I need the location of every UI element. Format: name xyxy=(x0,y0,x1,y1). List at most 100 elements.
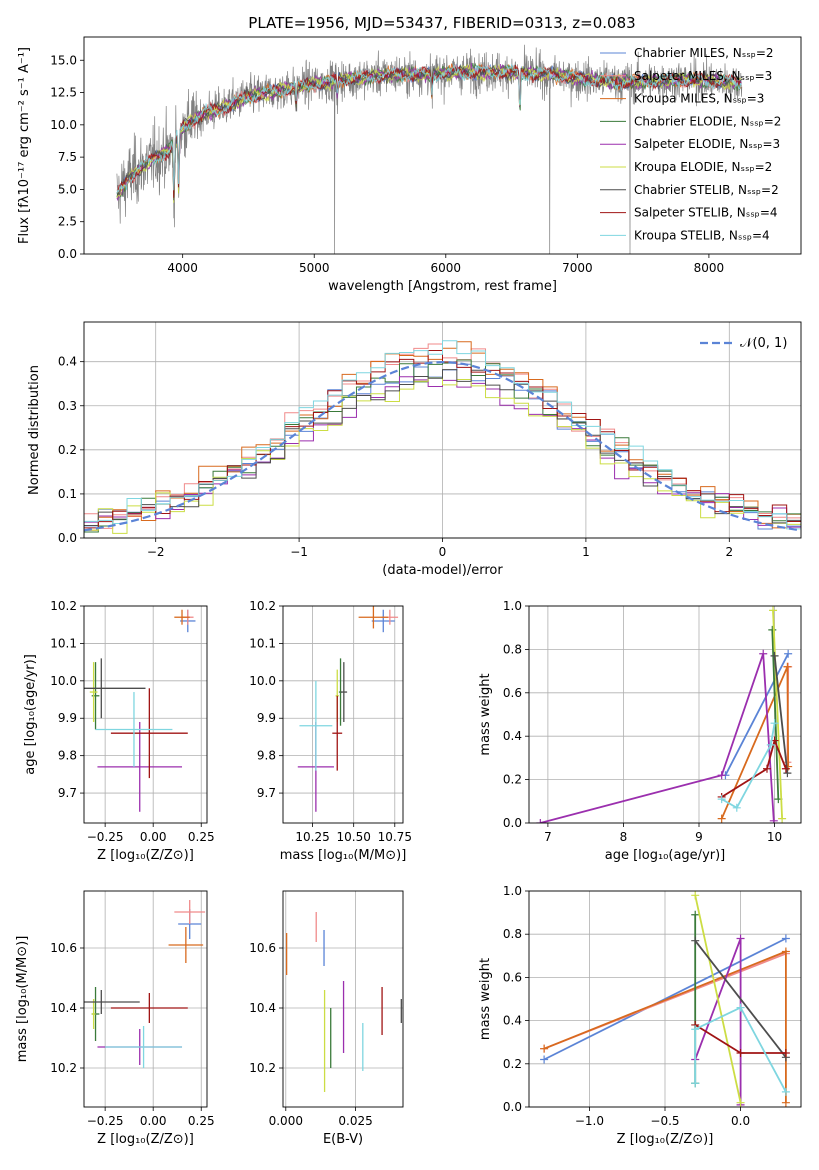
age-weight-series-kroupa_elodie xyxy=(772,610,783,819)
residuals-xtick-label: 1 xyxy=(582,545,590,559)
residuals-xlabel: (data-model)/error xyxy=(382,563,503,578)
age-weight-marker-kroupa_stelib xyxy=(770,719,779,728)
Z-age-ylabel: age [log₁₀(age/yr)] xyxy=(23,654,38,775)
spectrum-ytick-label: 2.5 xyxy=(58,215,77,229)
spectrum-xtick-label: 5000 xyxy=(299,261,330,275)
EBV-mass-plot-area xyxy=(285,912,402,1092)
age-weight-ylabel: mass weight xyxy=(478,673,493,755)
mass-age-xtick-label: 10.25 xyxy=(295,830,329,844)
age-weight-series-chabrier_miles xyxy=(724,653,789,776)
Z-mass-xlabel: Z [log₁₀(Z/Z⊙)] xyxy=(97,1132,194,1147)
figure-title: PLATE=1956, MJD=53437, FIBERID=0313, z=0… xyxy=(248,14,635,32)
age-weight-marker-kroupa_stelib xyxy=(766,740,775,749)
age-weight-series-chabrier_stelib xyxy=(773,655,789,774)
age-weight-marker-kroupa_stelib xyxy=(732,803,741,812)
Z-weight-marker-kroupa_miles xyxy=(540,1044,549,1053)
Z-weight-marker-chabrier_miles xyxy=(540,1055,549,1064)
residuals-ytick-label: 0.2 xyxy=(58,443,77,457)
age-weight-series-chabrier_elodie xyxy=(771,629,780,800)
mass-age-ytick-label: 10.0 xyxy=(249,674,276,688)
age-weight-marker-kroupa_elodie xyxy=(769,606,778,615)
age-weight-marker-salpeter_elodie xyxy=(717,771,726,780)
residuals-xtick-label: 2 xyxy=(725,545,733,559)
mass-age-xlabel: mass [log₁₀(M/M⊙)] xyxy=(280,848,407,863)
residuals-ytick-label: 0.0 xyxy=(58,531,77,545)
age-weight-ytick-label: 1.0 xyxy=(503,599,522,613)
age-weight-marker-salpeter_elodie xyxy=(769,816,778,823)
spectrum-legend-label: Chabrier MILES, Nₛₛₚ=2 xyxy=(634,46,774,60)
residuals-xtick-label: −1 xyxy=(290,545,308,559)
Z-mass-xtick-label: 0.25 xyxy=(188,1114,215,1128)
Z-weight-marker-chabrier_stelib xyxy=(691,936,700,945)
age-weight-series-kroupa_stelib xyxy=(721,723,776,810)
spectrum-legend-label: Salpeter ELODIE, Nₛₛₚ=3 xyxy=(634,137,780,151)
residuals-plot-area xyxy=(84,340,801,535)
residuals-xtick-label: −2 xyxy=(147,545,165,559)
plot-layer: 4000 5000 6000 7000 80000.02.55.07.510.012.5… xyxy=(15,36,802,1147)
residuals-ytick-label: 0.1 xyxy=(58,487,77,501)
Z-weight-frame xyxy=(528,890,802,1108)
age-weight-marker-kroupa_miles xyxy=(783,662,792,671)
EBV-mass-ytick-label: 10.2 xyxy=(249,1061,276,1075)
spectrum-ytick-label: 5.0 xyxy=(58,182,77,196)
age-weight-marker-kroupa_miles xyxy=(717,814,726,823)
Z-weight-marker-salpeter_stelib xyxy=(736,1049,745,1057)
mass-age-xtick-label: 10.75 xyxy=(378,830,412,844)
mass-age-frame xyxy=(282,605,404,824)
age-weight-ytick-label: 0.4 xyxy=(503,729,522,743)
Z-age-frame xyxy=(83,605,208,824)
residuals-frame xyxy=(83,321,802,539)
spectrum-legend-label: Kroupa MILES, Nₛₛₚ=3 xyxy=(634,92,764,106)
Z-age-ytick-label: 10.2 xyxy=(50,599,77,613)
Z-weight-xtick-label: −0.5 xyxy=(650,1114,679,1128)
spectrum-ytick-label: 12.5 xyxy=(50,86,77,100)
EBV-mass-xlabel: E(B-V) xyxy=(323,1132,363,1147)
mass-age-xtick-label: 10.50 xyxy=(337,830,371,844)
Z-weight-ytick-label: 0.8 xyxy=(503,927,522,941)
age-weight-plot-area xyxy=(536,606,793,823)
age-weight-series-salpeter_elodie xyxy=(540,653,775,823)
Z-weight-series-chabrier_miles xyxy=(543,937,787,1061)
age-weight-marker-salpeter_stelib xyxy=(763,764,771,773)
Z-mass-plot-area xyxy=(84,900,206,1068)
age-weight-marker-chabrier_miles xyxy=(784,649,793,658)
age-weight-marker-salpeter_stelib xyxy=(781,764,790,773)
age-weight-marker-salpeter_elodie xyxy=(759,649,768,658)
age-weight-marker-kroupa_elodie xyxy=(778,814,787,823)
Z-weight-xlabel: Z [log₁₀(Z/Z⊙)] xyxy=(617,1132,714,1147)
spectrum-ytick-label: 0.0 xyxy=(58,247,77,261)
Z-mass-frame xyxy=(83,890,208,1108)
Z-age-xlabel: Z [log₁₀(Z/Z⊙)] xyxy=(97,848,194,863)
Z-weight-marker-kroupa_elodie xyxy=(736,1098,745,1107)
EBV-mass-xtick-label: 0.000 xyxy=(269,1114,303,1128)
Z-mass-xtick-label: −0.25 xyxy=(87,1114,124,1128)
Z-mass-xtick-label: 0.00 xyxy=(140,1114,167,1128)
Z-age-ytick-label: 10.0 xyxy=(50,674,77,688)
Z-mass-ytick-label: 10.6 xyxy=(50,941,77,955)
Z-mass-ytick-label: 10.2 xyxy=(50,1061,77,1075)
spectrum-model-kroupa_stelib xyxy=(116,63,742,194)
Z-age-xtick-label: 0.25 xyxy=(188,830,215,844)
EBV-mass-ytick-label: 10.4 xyxy=(249,1001,276,1015)
age-weight-frame xyxy=(528,605,802,824)
mass-age-ytick-label: 10.2 xyxy=(249,599,276,613)
EBV-mass-frame xyxy=(282,890,404,1108)
Z-weight-marker-chabrier_miles xyxy=(781,934,790,943)
Z-weight-marker-kroupa_stelib xyxy=(781,1087,790,1096)
EBV-mass-xtick-label: 0.025 xyxy=(338,1114,372,1128)
spectrum-xlabel: wavelength [Angstrom, rest frame] xyxy=(328,279,557,294)
Z-age-xtick-label: 0.00 xyxy=(140,830,167,844)
age-weight-marker-chabrier_stelib xyxy=(770,651,779,660)
Z-age-ytick-label: 9.9 xyxy=(58,711,77,725)
Z-age-plot-area xyxy=(84,609,196,812)
age-weight-xtick-label: 10 xyxy=(767,830,782,844)
spectrum-ytick-label: 15.0 xyxy=(50,53,77,67)
spectrum-xtick-label: 6000 xyxy=(431,261,462,275)
Z-weight-series-kroupa_elodie xyxy=(694,895,742,1103)
residuals-normal-curve xyxy=(84,360,801,532)
age-weight-ytick-label: 0.0 xyxy=(503,816,522,830)
Z-weight-marker-kroupa_stelib xyxy=(691,1079,700,1088)
age-weight-xtick-label: 8 xyxy=(620,830,628,844)
spectrum-legend-label: Kroupa ELODIE, Nₛₛₚ=2 xyxy=(634,160,772,174)
age-weight-marker-kroupa_stelib xyxy=(717,795,726,804)
